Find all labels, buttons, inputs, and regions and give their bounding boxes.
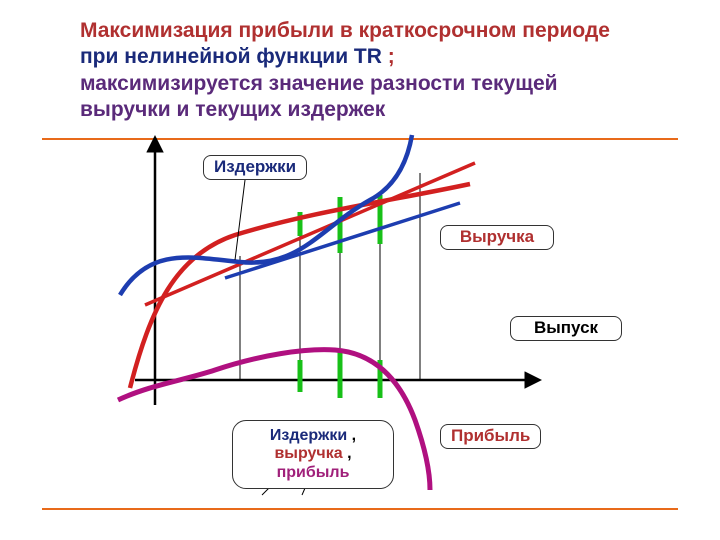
label-output: Выпуск [510,316,622,341]
legend-callout: Издержки , выручка , прибыль [232,420,394,489]
legend-p1: Издержки [270,427,352,444]
legend-p3: прибыль [277,464,350,481]
label-profit: Прибыль [440,424,541,449]
label-costs: Издержки [203,155,307,180]
costs-pointer [235,180,245,260]
legend-c1: , [352,427,356,444]
label-revenue: Выручка [440,225,554,250]
legend-c2: , [347,445,351,462]
tr-red-tangent [145,163,475,305]
legend-p2: выручка [274,445,347,462]
